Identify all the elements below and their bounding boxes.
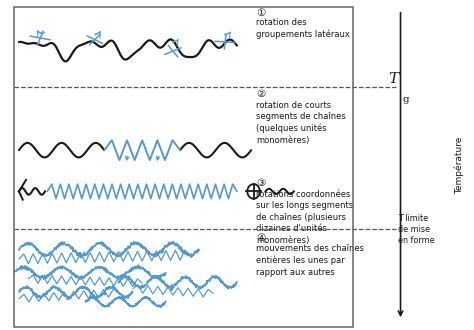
Text: g: g bbox=[403, 94, 410, 104]
Text: T limite
de mise
en forme: T limite de mise en forme bbox=[398, 214, 435, 245]
Text: ②: ② bbox=[256, 89, 265, 99]
Text: mouvements des chaînes
entières les unes par
rapport aux autres: mouvements des chaînes entières les unes… bbox=[256, 244, 364, 277]
Text: T: T bbox=[389, 72, 399, 86]
Text: Température: Température bbox=[455, 136, 465, 194]
Text: rotation des
groupements latéraux: rotation des groupements latéraux bbox=[256, 18, 350, 39]
Text: rotations coordonnées
sur les longs segments
de chaînes (plusieurs
dizaines d'un: rotations coordonnées sur les longs segm… bbox=[256, 190, 353, 245]
Text: ③: ③ bbox=[256, 178, 265, 188]
Text: ④: ④ bbox=[256, 233, 265, 243]
Text: ①: ① bbox=[256, 8, 265, 18]
Text: rotation de courts
segments de chaînes
(quelques unités
monomères): rotation de courts segments de chaînes (… bbox=[256, 101, 346, 145]
